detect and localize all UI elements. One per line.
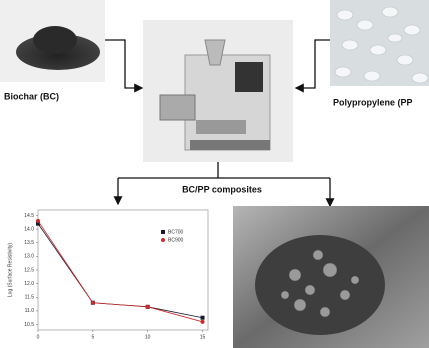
x-tick-label: 10	[145, 334, 151, 340]
y-tick-label: 13.0	[24, 254, 34, 260]
x-tick-label: 5	[91, 334, 94, 340]
chart: Log (Surface Resistivity) 10.5 11.0 11.5 12…	[7, 210, 208, 340]
y-tick-label: 12.5	[24, 267, 34, 273]
extruder-photo	[143, 20, 293, 162]
biochar-photo	[0, 0, 105, 82]
point	[36, 219, 40, 223]
y-tick-label: 12.0	[24, 281, 34, 287]
y-tick-label: 14.5	[24, 213, 34, 219]
y-tick-label: 13.5	[24, 240, 34, 246]
y-axis-label: Log (Surface Resistivity)	[7, 243, 13, 298]
legend-marker	[161, 230, 165, 234]
sem-photo	[233, 206, 429, 348]
y-tick-label: 10.5	[24, 322, 34, 328]
composites-label: BC/PP composites	[182, 184, 262, 194]
legend-label: BC900	[168, 237, 184, 243]
legend-label: BC700	[168, 229, 184, 235]
pp-photo	[330, 0, 429, 86]
x-tick-label: 0	[37, 334, 40, 340]
point	[201, 316, 205, 320]
y-tick-label: 11.0	[25, 308, 35, 314]
legend-marker	[161, 238, 165, 242]
y-tick-label: 11.5	[25, 295, 35, 301]
point	[201, 320, 205, 324]
arrow	[105, 40, 142, 88]
point	[146, 305, 150, 309]
x-tick-label: 15	[200, 334, 206, 340]
arrow	[296, 40, 330, 88]
biochar-label: Biochar (BC)	[4, 91, 59, 101]
y-tick-label: 14.0	[24, 226, 34, 232]
point	[91, 301, 95, 305]
diagram: Biochar (BC) Polypropylene (PP BC/PP com…	[0, 0, 429, 348]
pp-label: Polypropylene (PP	[333, 97, 413, 107]
